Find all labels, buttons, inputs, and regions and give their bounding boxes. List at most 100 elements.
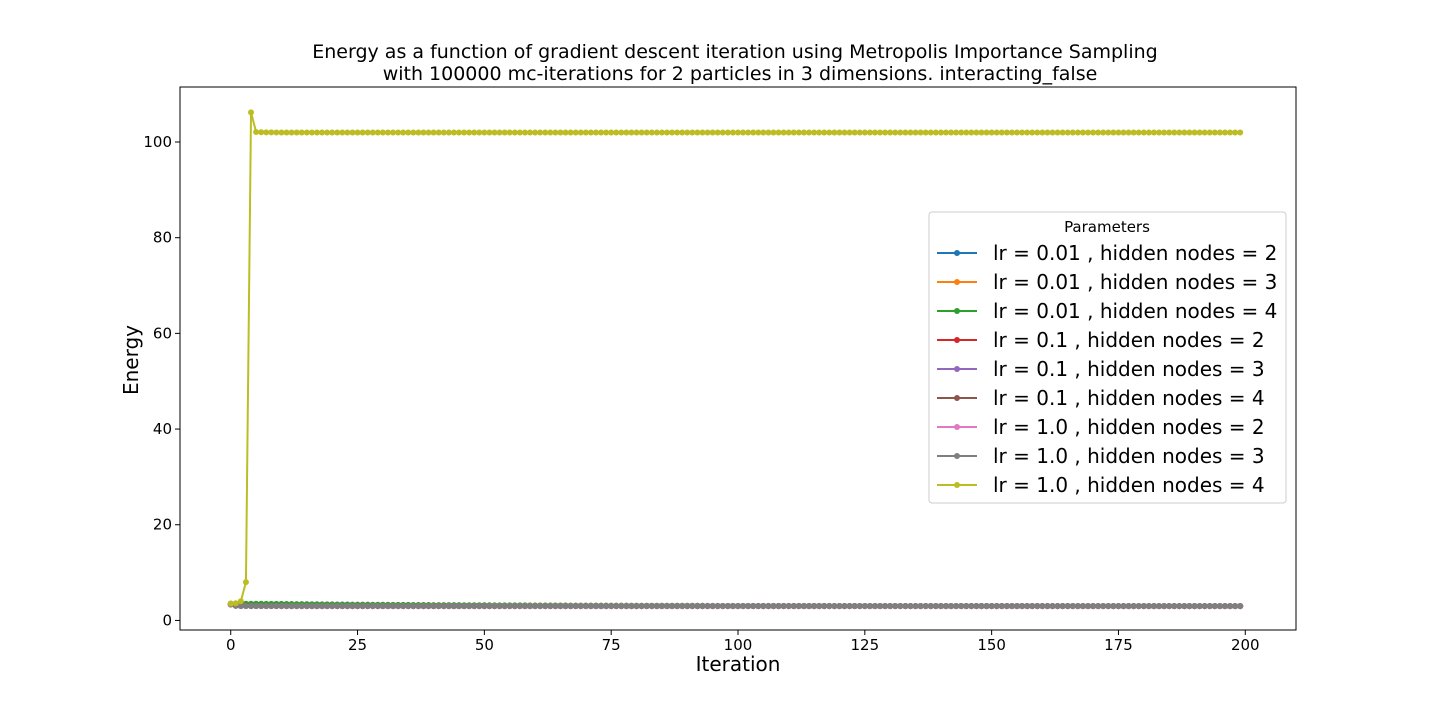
x-tick-label: 200 (1231, 636, 1260, 654)
data-point (466, 603, 473, 610)
data-point (1019, 603, 1026, 610)
y-tick-label: 0 (162, 611, 172, 629)
data-point (978, 129, 985, 136)
data-point (1100, 603, 1107, 610)
data-point (963, 603, 970, 610)
data-point (780, 129, 787, 136)
data-point (897, 603, 904, 610)
data-point (1054, 603, 1061, 610)
data-point (942, 603, 949, 610)
data-point (440, 603, 447, 610)
x-tick-label: 100 (724, 636, 753, 654)
data-point (390, 129, 397, 136)
data-point (861, 129, 868, 136)
data-point (851, 129, 858, 136)
data-point (1196, 129, 1203, 136)
data-point (1059, 129, 1066, 136)
data-point (324, 603, 331, 610)
data-point (694, 603, 701, 610)
data-point (527, 603, 534, 610)
data-point (369, 603, 376, 610)
data-point (932, 129, 939, 136)
data-point (628, 603, 635, 610)
data-point (476, 129, 483, 136)
y-tick-label: 60 (153, 324, 172, 342)
data-point (750, 603, 757, 610)
data-point (912, 603, 919, 610)
data-point (248, 109, 255, 116)
data-point (800, 129, 807, 136)
data-point (735, 129, 741, 136)
data-point (527, 129, 534, 136)
data-point (364, 129, 371, 136)
data-point (694, 129, 701, 136)
data-point (603, 603, 610, 610)
legend-swatch-marker (954, 482, 960, 488)
data-point (1211, 129, 1218, 136)
data-point (1110, 603, 1117, 610)
data-point (1054, 129, 1061, 136)
data-point (765, 603, 772, 610)
legend-label: lr = 0.1 , hidden nodes = 2 (993, 328, 1265, 352)
data-point (354, 603, 361, 610)
data-point (1105, 129, 1112, 136)
data-point (653, 603, 660, 610)
data-point (1135, 603, 1142, 610)
data-point (887, 603, 894, 610)
data-point (719, 129, 726, 136)
data-point (861, 603, 868, 610)
data-point (887, 129, 894, 136)
data-point (937, 603, 944, 610)
data-point (395, 603, 402, 610)
data-point (1221, 603, 1228, 610)
data-point (826, 129, 833, 136)
data-point (313, 129, 320, 136)
data-point (258, 129, 265, 136)
data-point (821, 603, 828, 610)
data-point (821, 129, 828, 136)
data-point (1024, 603, 1031, 610)
data-point (892, 603, 899, 610)
legend-entry: lr = 1.0 , hidden nodes = 3 (937, 444, 1265, 468)
legend-label: lr = 0.01 , hidden nodes = 2 (993, 241, 1277, 265)
data-point (1181, 603, 1188, 610)
data-point (1049, 129, 1056, 136)
data-point (603, 129, 610, 136)
x-tick-label: 75 (602, 636, 621, 654)
legend-entry: lr = 1.0 , hidden nodes = 2 (937, 415, 1265, 439)
legend-box (928, 211, 1287, 504)
data-point (846, 129, 853, 136)
data-point (638, 603, 645, 610)
data-point (1115, 603, 1122, 610)
data-point (303, 603, 310, 610)
data-point (486, 603, 493, 610)
data-point (613, 603, 620, 610)
data-point (882, 603, 889, 610)
data-point (795, 603, 802, 610)
data-point (719, 603, 726, 610)
legend-label: lr = 0.1 , hidden nodes = 4 (993, 386, 1265, 410)
data-point (390, 603, 397, 610)
data-point (572, 603, 579, 610)
data-point (699, 603, 706, 610)
data-point (699, 129, 706, 136)
data-point (780, 603, 787, 610)
data-point (1232, 129, 1239, 136)
data-point (841, 603, 848, 610)
x-tick-label: 175 (1104, 636, 1133, 654)
data-point (481, 603, 488, 610)
x-axis-ticks: 0 25 50 75 100 125 150 175 200 (226, 630, 1260, 654)
data-point (922, 129, 929, 136)
data-point (1110, 129, 1117, 136)
data-point (1232, 603, 1239, 610)
data-point (770, 129, 777, 136)
data-point (364, 603, 371, 610)
data-point (268, 129, 275, 136)
data-point (608, 129, 615, 136)
data-point (684, 603, 691, 610)
data-point (1237, 129, 1244, 136)
data-point (521, 603, 528, 610)
data-point (1024, 129, 1031, 136)
data-point (339, 603, 346, 610)
data-point (689, 603, 696, 610)
